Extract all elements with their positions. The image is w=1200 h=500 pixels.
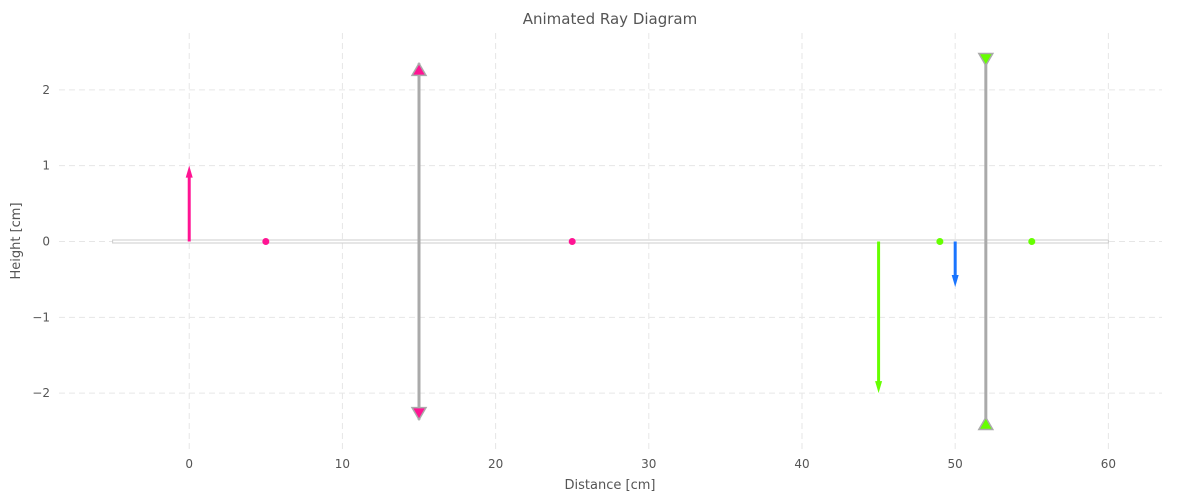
x-tick-label: 10 — [335, 457, 350, 471]
final-image-arrow-head — [951, 274, 959, 287]
x-tick-label: 20 — [488, 457, 503, 471]
x-tick-label: 30 — [641, 457, 656, 471]
lens-layer — [410, 52, 995, 431]
focal-point-layer — [262, 238, 1036, 245]
x-tick-label: 0 — [185, 457, 193, 471]
y-tick-label: −1 — [32, 310, 50, 324]
lens-1-bottom-marker — [410, 406, 428, 422]
chart-title: Animated Ray Diagram — [523, 10, 697, 28]
focal-point — [262, 238, 270, 245]
optical-axis-layer — [112, 239, 1109, 244]
arrow-layer — [185, 165, 959, 394]
lens-2-top-marker — [977, 52, 995, 68]
y-tick-label: 0 — [42, 235, 50, 249]
x-tick-label: 50 — [948, 457, 963, 471]
optical-axis — [112, 239, 1109, 244]
y-tick-label: 1 — [42, 159, 50, 173]
intermediate-image-arrow-head — [875, 381, 883, 394]
focal-point — [568, 238, 576, 245]
x-axis-label: Distance [cm] — [565, 478, 656, 493]
y-tick-label: 2 — [42, 83, 50, 97]
x-tick-label: 40 — [794, 457, 809, 471]
lens-2-bottom-marker — [977, 415, 995, 431]
lens-1-top-marker — [410, 61, 428, 77]
y-axis-label: Height [cm] — [9, 202, 24, 279]
object-arrow-head — [185, 165, 193, 178]
x-tick-label: 60 — [1101, 457, 1116, 471]
focal-point — [936, 238, 944, 245]
y-tick-label: −2 — [32, 386, 50, 400]
focal-point — [1028, 238, 1036, 245]
